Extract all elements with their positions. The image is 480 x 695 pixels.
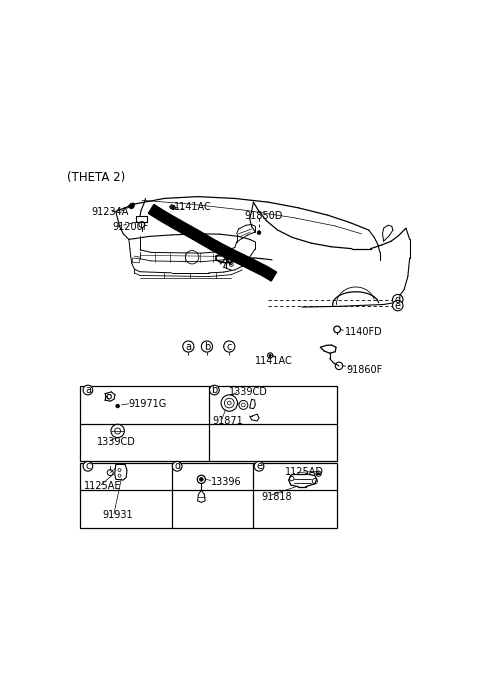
Circle shape bbox=[83, 461, 93, 471]
Text: b: b bbox=[211, 385, 217, 395]
Text: d: d bbox=[174, 461, 180, 471]
Text: 1141AC: 1141AC bbox=[255, 357, 293, 366]
Circle shape bbox=[393, 300, 403, 311]
Circle shape bbox=[83, 385, 93, 395]
Circle shape bbox=[224, 341, 235, 352]
Text: e: e bbox=[395, 301, 401, 311]
Text: d: d bbox=[395, 295, 401, 304]
Text: 1339CD: 1339CD bbox=[97, 437, 136, 447]
Text: (THETA 2): (THETA 2) bbox=[67, 172, 126, 184]
Text: 91850D: 91850D bbox=[244, 211, 283, 221]
Circle shape bbox=[200, 477, 203, 481]
Text: 91931: 91931 bbox=[103, 510, 133, 521]
Text: 1339CD: 1339CD bbox=[229, 387, 268, 397]
Circle shape bbox=[171, 206, 174, 209]
Circle shape bbox=[202, 341, 213, 352]
Circle shape bbox=[183, 341, 194, 352]
Polygon shape bbox=[262, 266, 276, 281]
Text: 91200F: 91200F bbox=[112, 222, 148, 232]
Circle shape bbox=[210, 385, 219, 395]
Circle shape bbox=[393, 295, 403, 305]
Text: 1141AC: 1141AC bbox=[173, 202, 211, 212]
Text: 13396: 13396 bbox=[211, 477, 241, 487]
Text: c: c bbox=[85, 461, 91, 471]
Circle shape bbox=[172, 461, 182, 471]
Bar bbox=[81, 463, 337, 528]
Polygon shape bbox=[175, 220, 198, 240]
Text: 91860F: 91860F bbox=[347, 365, 383, 375]
Polygon shape bbox=[115, 464, 127, 480]
Circle shape bbox=[129, 204, 133, 209]
Circle shape bbox=[269, 354, 271, 357]
Polygon shape bbox=[227, 249, 244, 265]
Polygon shape bbox=[193, 231, 217, 250]
Text: a: a bbox=[185, 341, 192, 352]
Polygon shape bbox=[251, 261, 267, 276]
Polygon shape bbox=[132, 258, 139, 263]
Text: 91234A: 91234A bbox=[92, 207, 129, 217]
Text: 1125AE: 1125AE bbox=[84, 481, 122, 491]
Polygon shape bbox=[240, 255, 256, 270]
Text: 91818: 91818 bbox=[261, 492, 291, 502]
Circle shape bbox=[254, 461, 264, 471]
Bar bbox=[81, 386, 337, 461]
Circle shape bbox=[317, 473, 320, 475]
Text: e: e bbox=[256, 461, 262, 471]
Text: 91871: 91871 bbox=[213, 416, 243, 426]
Text: 91971G: 91971G bbox=[129, 399, 167, 409]
Circle shape bbox=[257, 231, 261, 234]
Polygon shape bbox=[212, 241, 232, 258]
Text: 1140FD: 1140FD bbox=[345, 327, 383, 337]
Text: b: b bbox=[204, 341, 210, 352]
Text: c: c bbox=[227, 341, 232, 352]
Text: a: a bbox=[85, 385, 91, 395]
Circle shape bbox=[116, 404, 120, 408]
Text: 1125AD: 1125AD bbox=[285, 467, 324, 477]
Polygon shape bbox=[160, 211, 180, 229]
Polygon shape bbox=[148, 204, 165, 220]
